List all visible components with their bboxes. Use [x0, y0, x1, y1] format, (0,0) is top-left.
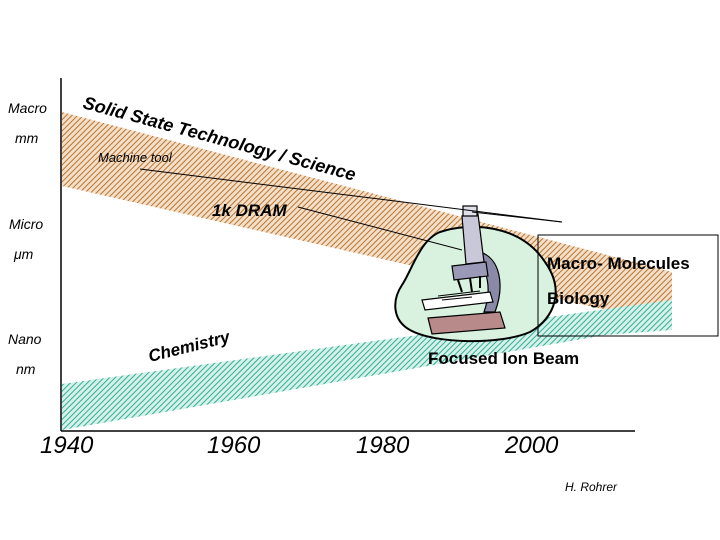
y-label-micro: Micro: [9, 216, 44, 232]
macro-molecules-box: [537, 234, 719, 337]
y-label-macro: Macro: [8, 100, 47, 116]
y-label-nano: Nano: [8, 331, 42, 347]
y-label-mm: mm: [15, 130, 39, 146]
macro-molecules-label: Macro- Molecules: [547, 254, 690, 273]
author-credit: H. Rohrer: [565, 480, 618, 494]
y-label-um: μm: [14, 246, 34, 262]
machine-tool-pointer: [139, 168, 563, 223]
x-label-1980: 1980: [356, 432, 410, 459]
focused-ion-beam-label: Focused Ion Beam: [428, 349, 579, 368]
microscope-icon: [394, 205, 557, 343]
dram-label: 1k DRAM: [212, 201, 287, 220]
x-label-1940: 1940: [40, 432, 94, 459]
dram-pointer: [297, 206, 463, 251]
x-label-1960: 1960: [207, 432, 261, 459]
machine-tool-label: Machine tool: [98, 150, 173, 165]
dram-pointer-2: [471, 211, 563, 223]
x-label-2000: 2000: [505, 432, 559, 459]
y-label-nm: nm: [16, 361, 36, 377]
biology-label: Biology: [547, 289, 610, 308]
chemistry-label: Chemistry: [146, 327, 233, 366]
